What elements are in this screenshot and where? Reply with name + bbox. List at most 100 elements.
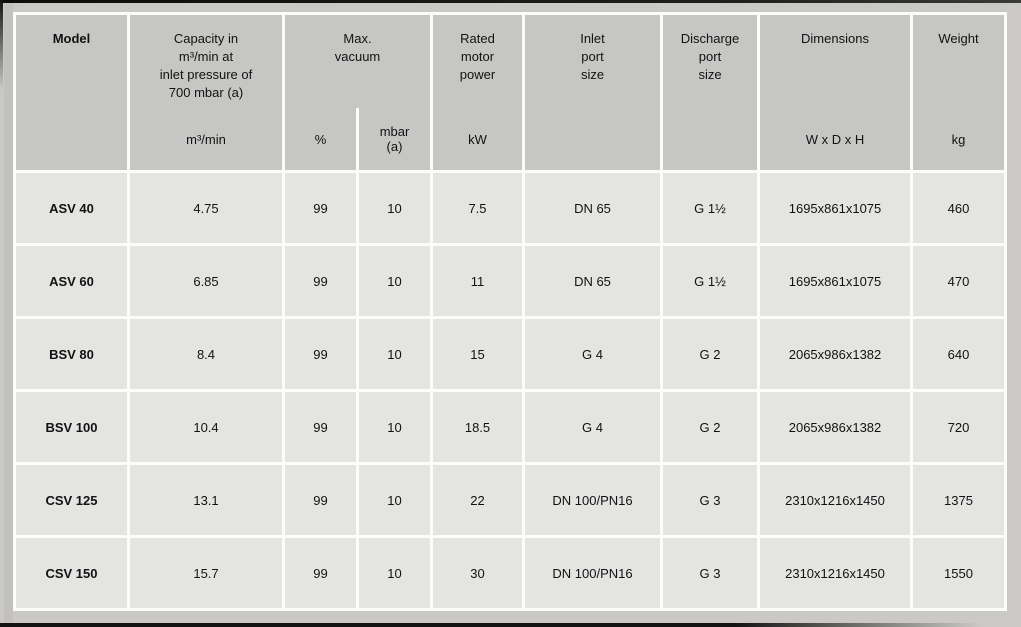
cell-weight: 720 [913,392,1004,462]
cell-model: CSV 125 [16,465,127,535]
col-header-weight-title: Weight [938,31,979,46]
cell-model: ASV 40 [16,173,127,243]
col-header-model-title: Model [52,31,91,46]
cell-model: ASV 60 [16,246,127,316]
cell-model: BSV 80 [16,319,127,389]
col-header-model: Model [16,15,127,170]
cell-inlet-port: G 4 [525,392,660,462]
scan-edge-bottom [0,623,1021,627]
cell-discharge-port: G 2 [663,392,757,462]
col-header-motor-power-wrap: Rated motor power kW [433,15,522,170]
col-header-discharge-port-title: Discharge port size [680,31,740,82]
table-row: CSV 125 13.1 99 10 22 DN 100/PN16 G 3 23… [16,465,1004,535]
cell-dimensions: 2310x1216x1450 [760,465,910,535]
scan-edge-left [0,0,3,90]
col-header-dimensions-unit: W x D x H [805,131,865,147]
cell-weight: 460 [913,173,1004,243]
cell-vacuum-mbar: 10 [359,538,430,608]
cell-motor-power: 18.5 [433,392,522,462]
cell-capacity: 8.4 [130,319,282,389]
cell-vacuum-percent: 99 [285,319,356,389]
cell-inlet-port: G 4 [525,319,660,389]
col-header-motor-power-title: Rated motor power [459,31,496,82]
cell-vacuum-mbar: 10 [359,246,430,316]
col-header-dimensions-title: Dimensions [801,31,869,46]
header-row: Model Capacity in m³/min at inlet pressu… [16,15,1004,170]
col-header-capacity-wrap: Capacity in m³/min at inlet pressure of … [130,15,282,170]
col-header-capacity-unit: m³/min [186,131,226,147]
cell-capacity: 6.85 [130,246,282,316]
col-header-inlet-port-title: Inlet port size [580,31,605,82]
cell-discharge-port: G 3 [663,538,757,608]
page-margin-shading [4,0,13,627]
col-header-discharge-port-wrap: Discharge port size [663,15,757,170]
col-header-inlet-port-wrap: Inlet port size [525,15,660,170]
cell-inlet-port: DN 65 [525,173,660,243]
col-header-capacity: Capacity in m³/min at inlet pressure of … [130,15,282,170]
cell-motor-power: 15 [433,319,522,389]
cell-vacuum-mbar: 10 [359,465,430,535]
cell-dimensions: 2065x986x1382 [760,392,910,462]
table-row: ASV 60 6.85 99 10 11 DN 65 G 1½ 1695x861… [16,246,1004,316]
cell-weight: 1375 [913,465,1004,535]
cell-weight: 1550 [913,538,1004,608]
specification-table: Model Capacity in m³/min at inlet pressu… [13,12,1007,611]
cell-discharge-port: G 1½ [663,246,757,316]
cell-motor-power: 22 [433,465,522,535]
cell-vacuum-mbar: 10 [359,173,430,243]
col-header-model-wrap: Model [16,15,127,170]
cell-vacuum-mbar: 10 [359,392,430,462]
cell-vacuum-percent: 99 [285,173,356,243]
cell-capacity: 15.7 [130,538,282,608]
col-header-dimensions-wrap: Dimensions W x D x H [760,15,910,170]
cell-dimensions: 1695x861x1075 [760,246,910,316]
col-header-max-vacuum-title: Max. vacuum [334,31,381,64]
col-header-weight-wrap: Weight kg [913,15,1004,170]
vacuum-unit-divider [356,108,359,170]
cell-motor-power: 7.5 [433,173,522,243]
cell-inlet-port: DN 65 [525,246,660,316]
cell-weight: 470 [913,246,1004,316]
cell-weight: 640 [913,319,1004,389]
col-header-weight-unit: kg [951,131,966,147]
col-header-weight: Weight kg [913,15,1004,170]
col-header-inlet-port: Inlet port size [525,15,660,170]
table-row: ASV 40 4.75 99 10 7.5 DN 65 G 1½ 1695x86… [16,173,1004,243]
cell-capacity: 13.1 [130,465,282,535]
cell-vacuum-percent: 99 [285,538,356,608]
cell-model: BSV 100 [16,392,127,462]
col-header-vacuum-mbar-unit: mbar (a) [379,124,410,154]
col-header-dimensions: Dimensions W x D x H [760,15,910,170]
cell-dimensions: 2065x986x1382 [760,319,910,389]
col-header-max-vacuum-wrap: Max. vacuum % mbar (a) [285,15,430,170]
table-row: BSV 80 8.4 99 10 15 G 4 G 2 2065x986x138… [16,319,1004,389]
cell-discharge-port: G 3 [663,465,757,535]
cell-dimensions: 2310x1216x1450 [760,538,910,608]
cell-capacity: 10.4 [130,392,282,462]
cell-inlet-port: DN 100/PN16 [525,538,660,608]
cell-vacuum-percent: 99 [285,465,356,535]
col-header-discharge-port-unit [663,108,757,170]
cell-model: CSV 150 [16,538,127,608]
col-header-motor-power-unit: kW [468,131,487,147]
cell-discharge-port: G 1½ [663,173,757,243]
col-header-motor-power: Rated motor power kW [433,15,522,170]
cell-dimensions: 1695x861x1075 [760,173,910,243]
col-header-max-vacuum-units: % mbar (a) [285,108,430,170]
cell-vacuum-mbar: 10 [359,319,430,389]
cell-inlet-port: DN 100/PN16 [525,465,660,535]
cell-motor-power: 30 [433,538,522,608]
cell-vacuum-percent: 99 [285,392,356,462]
col-header-discharge-port: Discharge port size [663,15,757,170]
table-row: CSV 150 15.7 99 10 30 DN 100/PN16 G 3 23… [16,538,1004,608]
col-header-max-vacuum: Max. vacuum % mbar (a) [285,15,430,170]
col-header-vacuum-percent-unit: % [314,131,327,147]
cell-vacuum-percent: 99 [285,246,356,316]
cell-motor-power: 11 [433,246,522,316]
col-header-capacity-title: Capacity in m³/min at inlet pressure of … [159,31,253,100]
table-row: BSV 100 10.4 99 10 18.5 G 4 G 2 2065x986… [16,392,1004,462]
scan-edge-top [0,0,1021,3]
cell-discharge-port: G 2 [663,319,757,389]
col-header-inlet-port-unit [525,108,660,170]
